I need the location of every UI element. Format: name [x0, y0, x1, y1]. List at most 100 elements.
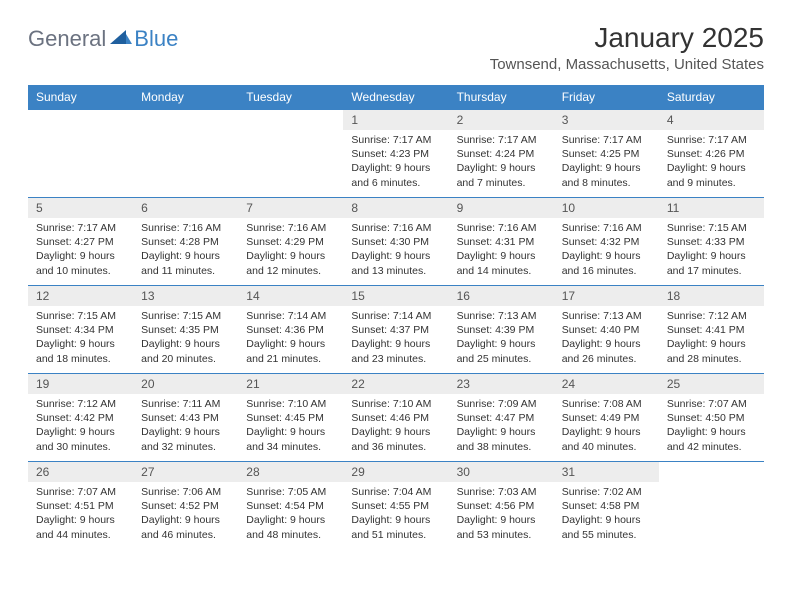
calendar-table: Sunday Monday Tuesday Wednesday Thursday… — [28, 85, 764, 550]
day-header: Tuesday — [238, 85, 343, 110]
daylight-text: and 23 minutes. — [351, 352, 440, 366]
day-detail: Sunrise: 7:16 AMSunset: 4:31 PMDaylight:… — [449, 218, 554, 284]
day-number: 5 — [28, 198, 133, 218]
calendar-cell: 28Sunrise: 7:05 AMSunset: 4:54 PMDayligh… — [238, 462, 343, 550]
day-number: 15 — [343, 286, 448, 306]
sunset-text: Sunset: 4:55 PM — [351, 499, 440, 513]
calendar-cell: 14Sunrise: 7:14 AMSunset: 4:36 PMDayligh… — [238, 286, 343, 374]
daylight-text: and 13 minutes. — [351, 264, 440, 278]
calendar-cell — [28, 110, 133, 198]
day-detail: Sunrise: 7:02 AMSunset: 4:58 PMDaylight:… — [554, 482, 659, 548]
sunset-text: Sunset: 4:29 PM — [246, 235, 335, 249]
sunset-text: Sunset: 4:51 PM — [36, 499, 125, 513]
daylight-text: and 14 minutes. — [457, 264, 546, 278]
daylight-text: Daylight: 9 hours — [141, 337, 230, 351]
sunrise-text: Sunrise: 7:06 AM — [141, 485, 230, 499]
day-number: 16 — [449, 286, 554, 306]
calendar-cell: 31Sunrise: 7:02 AMSunset: 4:58 PMDayligh… — [554, 462, 659, 550]
daylight-text: Daylight: 9 hours — [562, 513, 651, 527]
daylight-text: Daylight: 9 hours — [351, 425, 440, 439]
sunset-text: Sunset: 4:25 PM — [562, 147, 651, 161]
day-number: 28 — [238, 462, 343, 482]
daylight-text: and 6 minutes. — [351, 176, 440, 190]
daylight-text: and 30 minutes. — [36, 440, 125, 454]
sunset-text: Sunset: 4:30 PM — [351, 235, 440, 249]
day-number: 29 — [343, 462, 448, 482]
daylight-text: Daylight: 9 hours — [141, 513, 230, 527]
sunrise-text: Sunrise: 7:07 AM — [36, 485, 125, 499]
sunrise-text: Sunrise: 7:08 AM — [562, 397, 651, 411]
sunrise-text: Sunrise: 7:07 AM — [667, 397, 756, 411]
calendar-cell: 23Sunrise: 7:09 AMSunset: 4:47 PMDayligh… — [449, 374, 554, 462]
sunrise-text: Sunrise: 7:13 AM — [562, 309, 651, 323]
daylight-text: and 17 minutes. — [667, 264, 756, 278]
sunset-text: Sunset: 4:27 PM — [36, 235, 125, 249]
daylight-text: and 11 minutes. — [141, 264, 230, 278]
day-number: 22 — [343, 374, 448, 394]
day-number: 20 — [133, 374, 238, 394]
calendar-cell: 18Sunrise: 7:12 AMSunset: 4:41 PMDayligh… — [659, 286, 764, 374]
day-detail: Sunrise: 7:17 AMSunset: 4:27 PMDaylight:… — [28, 218, 133, 284]
calendar-cell — [238, 110, 343, 198]
day-number: 2 — [449, 110, 554, 130]
sunrise-text: Sunrise: 7:16 AM — [246, 221, 335, 235]
logo-word2: Blue — [134, 26, 178, 52]
sunrise-text: Sunrise: 7:17 AM — [667, 133, 756, 147]
sunrise-text: Sunrise: 7:12 AM — [36, 397, 125, 411]
daylight-text: and 12 minutes. — [246, 264, 335, 278]
day-number: 31 — [554, 462, 659, 482]
calendar-week: 1Sunrise: 7:17 AMSunset: 4:23 PMDaylight… — [28, 110, 764, 198]
sunset-text: Sunset: 4:50 PM — [667, 411, 756, 425]
sunset-text: Sunset: 4:35 PM — [141, 323, 230, 337]
calendar-cell: 16Sunrise: 7:13 AMSunset: 4:39 PMDayligh… — [449, 286, 554, 374]
calendar-cell: 9Sunrise: 7:16 AMSunset: 4:31 PMDaylight… — [449, 198, 554, 286]
daylight-text: Daylight: 9 hours — [36, 425, 125, 439]
day-number — [28, 110, 133, 130]
day-number: 10 — [554, 198, 659, 218]
daylight-text: and 9 minutes. — [667, 176, 756, 190]
daylight-text: and 25 minutes. — [457, 352, 546, 366]
calendar-cell: 3Sunrise: 7:17 AMSunset: 4:25 PMDaylight… — [554, 110, 659, 198]
sunrise-text: Sunrise: 7:17 AM — [351, 133, 440, 147]
daylight-text: and 38 minutes. — [457, 440, 546, 454]
sunrise-text: Sunrise: 7:17 AM — [36, 221, 125, 235]
calendar-cell — [659, 462, 764, 550]
calendar-page: General Blue January 2025 Townsend, Mass… — [0, 0, 792, 572]
calendar-cell: 8Sunrise: 7:16 AMSunset: 4:30 PMDaylight… — [343, 198, 448, 286]
sunset-text: Sunset: 4:52 PM — [141, 499, 230, 513]
sunset-text: Sunset: 4:45 PM — [246, 411, 335, 425]
day-detail: Sunrise: 7:05 AMSunset: 4:54 PMDaylight:… — [238, 482, 343, 548]
sunset-text: Sunset: 4:58 PM — [562, 499, 651, 513]
header: General Blue January 2025 Townsend, Mass… — [28, 22, 764, 73]
daylight-text: and 8 minutes. — [562, 176, 651, 190]
sunset-text: Sunset: 4:34 PM — [36, 323, 125, 337]
daylight-text: and 48 minutes. — [246, 528, 335, 542]
sunset-text: Sunset: 4:56 PM — [457, 499, 546, 513]
sunrise-text: Sunrise: 7:09 AM — [457, 397, 546, 411]
daylight-text: and 46 minutes. — [141, 528, 230, 542]
daylight-text: and 20 minutes. — [141, 352, 230, 366]
calendar-cell: 22Sunrise: 7:10 AMSunset: 4:46 PMDayligh… — [343, 374, 448, 462]
calendar-cell — [133, 110, 238, 198]
sunrise-text: Sunrise: 7:11 AM — [141, 397, 230, 411]
day-detail: Sunrise: 7:17 AMSunset: 4:26 PMDaylight:… — [659, 130, 764, 196]
sunrise-text: Sunrise: 7:16 AM — [457, 221, 546, 235]
daylight-text: and 34 minutes. — [246, 440, 335, 454]
location: Townsend, Massachusetts, United States — [490, 56, 764, 73]
day-detail: Sunrise: 7:16 AMSunset: 4:30 PMDaylight:… — [343, 218, 448, 284]
day-number: 4 — [659, 110, 764, 130]
daylight-text: Daylight: 9 hours — [351, 513, 440, 527]
daylight-text: and 32 minutes. — [141, 440, 230, 454]
day-detail: Sunrise: 7:17 AMSunset: 4:23 PMDaylight:… — [343, 130, 448, 196]
day-header: Saturday — [659, 85, 764, 110]
calendar-cell: 20Sunrise: 7:11 AMSunset: 4:43 PMDayligh… — [133, 374, 238, 462]
sunset-text: Sunset: 4:36 PM — [246, 323, 335, 337]
day-number: 26 — [28, 462, 133, 482]
day-number: 18 — [659, 286, 764, 306]
title-block: January 2025 Townsend, Massachusetts, Un… — [490, 22, 764, 73]
calendar-cell: 24Sunrise: 7:08 AMSunset: 4:49 PMDayligh… — [554, 374, 659, 462]
daylight-text: Daylight: 9 hours — [667, 249, 756, 263]
month-title: January 2025 — [490, 22, 764, 54]
day-number: 30 — [449, 462, 554, 482]
day-detail: Sunrise: 7:07 AMSunset: 4:50 PMDaylight:… — [659, 394, 764, 460]
